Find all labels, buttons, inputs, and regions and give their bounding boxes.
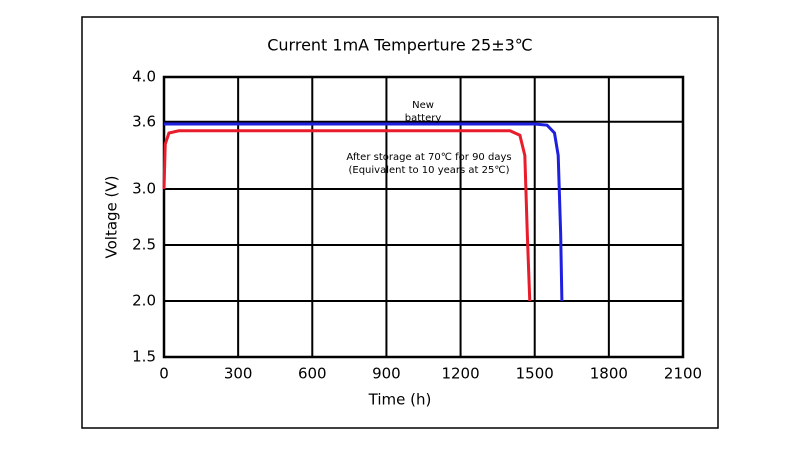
chart-title: Current 1mA Temperture 25±3℃ bbox=[267, 36, 533, 55]
plot-border bbox=[162, 75, 685, 359]
x-tick-label: 300 bbox=[224, 365, 253, 383]
y-tick-label: 1.5 bbox=[132, 348, 156, 366]
x-tick-label: 900 bbox=[372, 365, 401, 383]
annotation: After storage at 70℃ for 90 days bbox=[346, 152, 511, 163]
frame bbox=[81, 16, 719, 429]
x-tick-label: 600 bbox=[298, 365, 327, 383]
y-tick-label: 2.5 bbox=[132, 236, 156, 254]
y-axis-label: Voltage (V) bbox=[103, 176, 121, 259]
x-tick-label: 2100 bbox=[664, 365, 702, 383]
y-tick-label: 3.0 bbox=[132, 180, 156, 198]
annotation: battery bbox=[405, 113, 442, 124]
y-tick-label: 3.6 bbox=[132, 112, 156, 130]
annotation: New bbox=[412, 100, 434, 111]
x-tick-label: 1200 bbox=[441, 365, 479, 383]
series-line bbox=[162, 129, 532, 302]
x-axis-label: Time (h) bbox=[368, 391, 432, 409]
y-tick-label: 2.0 bbox=[132, 292, 156, 310]
x-tick-label: 0 bbox=[159, 365, 169, 383]
series-line bbox=[164, 122, 564, 302]
x-tick-label: 1800 bbox=[590, 365, 628, 383]
x-tick-label: 1500 bbox=[516, 365, 554, 383]
y-tick-label: 4.0 bbox=[132, 68, 156, 86]
annotation: (Equivalent to 10 years at 25℃) bbox=[348, 165, 509, 176]
